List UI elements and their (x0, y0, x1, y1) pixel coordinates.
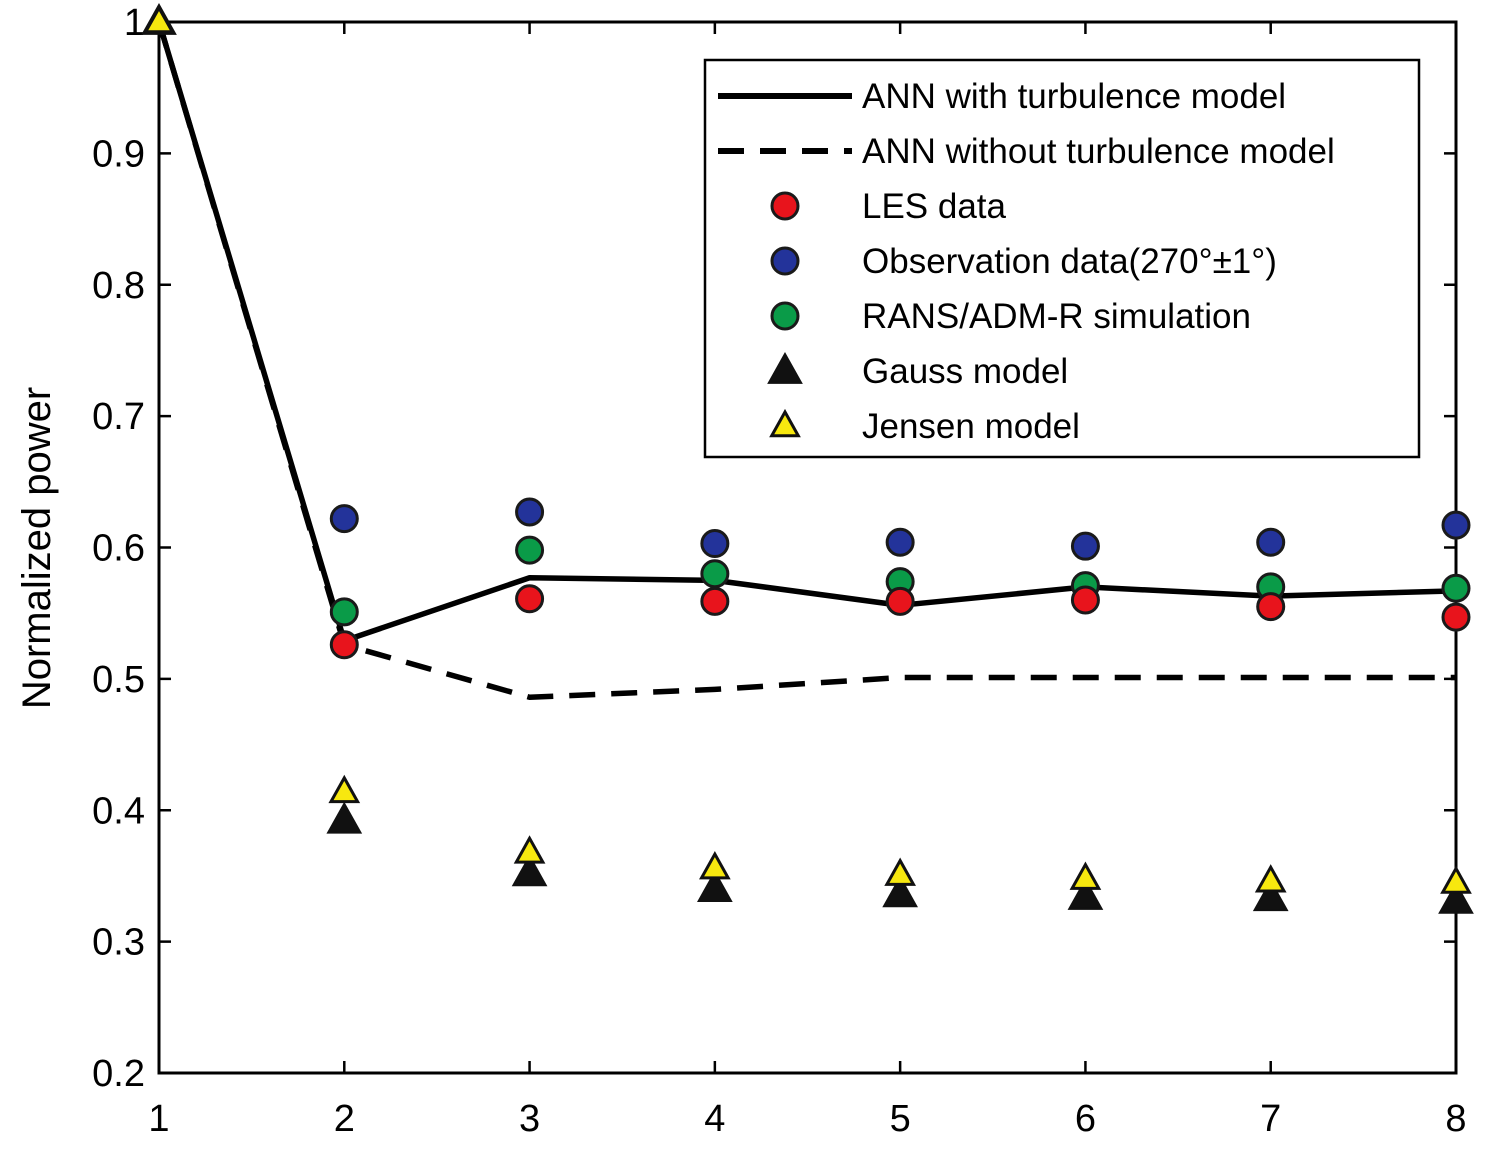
observation-data-270-1-point (329, 504, 359, 534)
legend-jensen-model-label: Jensen model (862, 407, 1080, 446)
legend-jensen-model-symbol (769, 408, 801, 438)
axis-ticks: 1 2 3 4 5 6 7 8 0.2 0.3 0.4 0.5 0.6 0.7 0.8 0.9 1 (92, 2, 1466, 1140)
x-tick-label: 2 (334, 1098, 355, 1140)
observation-data-270-1-point (885, 527, 915, 557)
y-tick-label: 0.3 (92, 922, 145, 964)
y-tick-label: 0.9 (92, 133, 145, 175)
legend-observation-data-270-1-label: Observation data(270°±1°) (862, 242, 1277, 281)
jensen-model-point (513, 835, 546, 864)
jensen-model-point (1254, 864, 1287, 893)
rans-adm-r-simulation-point (329, 597, 359, 627)
x-tick-label: 4 (704, 1098, 725, 1140)
gauss-model-point (1067, 877, 1104, 910)
observation-data-270-1-point (515, 497, 545, 527)
rans-adm-r-simulation-point (515, 535, 545, 565)
les-data-point (700, 586, 730, 616)
jensen-model-point (699, 850, 731, 880)
gauss-model-point (882, 875, 918, 908)
y-tick-label: 1 (124, 2, 145, 44)
y-tick-label: 0.5 (92, 659, 145, 701)
observation-data-270-1-point (1256, 527, 1286, 557)
jensen-model-point (143, 4, 175, 34)
x-tick-label: 7 (1260, 1098, 1281, 1140)
les-data-point (1256, 592, 1286, 622)
les-data-point (885, 586, 915, 616)
jensen-model-point (1440, 865, 1472, 894)
ann-without-turbulence-model-line (156, 21, 1456, 701)
ann-with-turbulence-model-line (156, 21, 1457, 644)
observation-data-270-1-point (700, 529, 730, 559)
jensen-model-point (328, 774, 361, 804)
y-tick-label: 0.2 (92, 1053, 145, 1095)
legend-les-data-symbol (770, 191, 800, 221)
legend-rans-adm-r-simulation-label: RANS/ADM-R simulation (862, 297, 1251, 336)
les-data-point (1441, 602, 1471, 632)
les-data-point (1070, 585, 1100, 615)
les-data-point (329, 630, 359, 660)
legend-rans-adm-r-simulation-symbol (770, 301, 800, 331)
rans-adm-r-simulation-point (700, 559, 730, 589)
jensen-model-point (1069, 861, 1102, 890)
y-tick-label: 0.6 (92, 528, 145, 570)
gauss-model-point (697, 870, 733, 902)
x-tick-label: 1 (148, 1098, 169, 1140)
y-tick-label: 0.4 (92, 790, 145, 832)
x-tick-label: 6 (1075, 1098, 1096, 1140)
legend-gauss-model-label: Gauss model (862, 352, 1068, 391)
y-axis-label: Normalized power (15, 387, 59, 709)
x-tick-label: 8 (1445, 1098, 1466, 1140)
series-layer (141, 2, 1474, 914)
legend-box (703, 58, 1421, 459)
legend-gauss-model-symbol (767, 351, 803, 384)
legend-observation-data-270-1-symbol (770, 246, 800, 276)
x-tick-label: 3 (519, 1098, 540, 1140)
legend-ann-without-turbulence-model-label: ANN without turbulence model (862, 132, 1335, 171)
rans-adm-r-simulation-point (1441, 573, 1471, 603)
gauss-model-point (511, 854, 548, 887)
gauss-model-point (1252, 879, 1289, 912)
gauss-model-point (326, 801, 363, 834)
y-tick-label: 0.8 (92, 265, 145, 307)
legend-les-data-label: LES data (862, 187, 1007, 226)
les-data-point (515, 584, 545, 614)
legend-ann-with-turbulence-model-label: ANN with turbulence model (862, 77, 1286, 116)
x-tick-label: 5 (890, 1098, 911, 1140)
gauss-model-point (1438, 881, 1474, 914)
jensen-model-point (884, 857, 916, 886)
observation-data-270-1-point (1070, 531, 1100, 561)
y-tick-label: 0.7 (92, 396, 145, 438)
legend: ANN with turbulence model ANN without tur… (703, 58, 1421, 459)
observation-data-270-1-point (1441, 510, 1471, 540)
